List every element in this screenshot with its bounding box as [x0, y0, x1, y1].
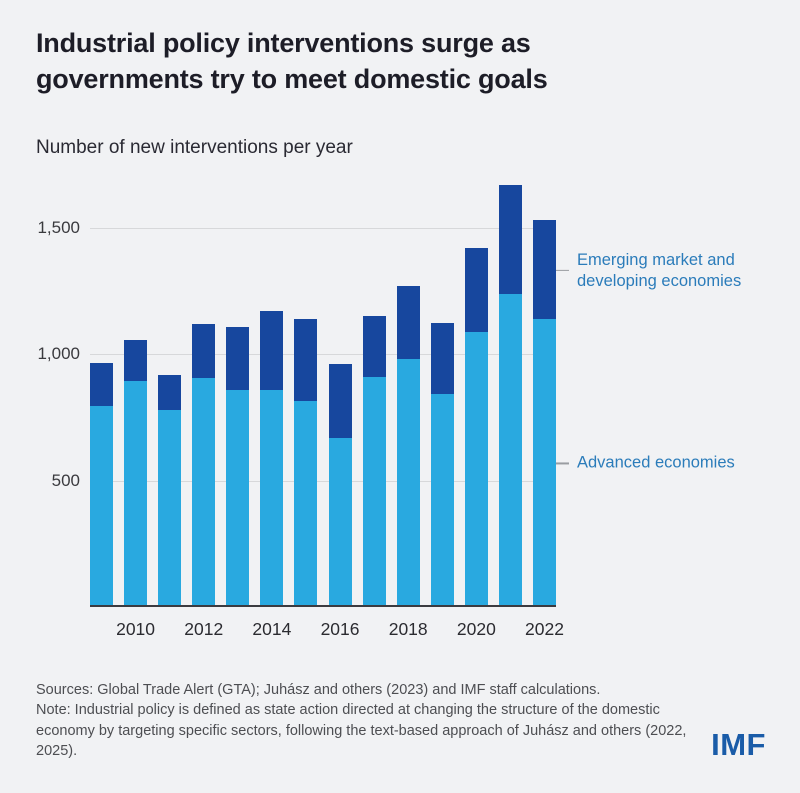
bar-2022: [533, 220, 556, 606]
bar-2017: [362, 316, 386, 606]
bar-segment-advanced-2014: [260, 389, 284, 606]
x-tick-label-2010: 2010: [116, 619, 156, 639]
bar-segment-advanced-2012: [192, 378, 216, 606]
x-tick-label-2022: 2022: [525, 619, 564, 639]
x-axis-line: [90, 605, 556, 607]
imf-logo: IMF: [711, 727, 766, 762]
bar-segment-emerging-2012: [192, 323, 216, 379]
gridline-1500: [90, 227, 556, 229]
advanced-connector-line: [554, 462, 569, 465]
bar-2014: [260, 311, 284, 606]
bar-segment-advanced-2015: [294, 401, 318, 606]
bar-segment-emerging-2019: [430, 322, 454, 394]
bar-segment-advanced-2018: [396, 359, 420, 606]
bar-segment-advanced-2022: [533, 318, 556, 606]
bar-2012: [192, 323, 216, 606]
bar-segment-advanced-2010: [124, 380, 148, 606]
bar-2015: [294, 318, 318, 606]
chart-title: Industrial policy interventions surge as…: [36, 28, 548, 94]
bar-segment-emerging-2017: [362, 316, 386, 378]
emerging-series-label: Emerging market and developing economies: [577, 250, 742, 290]
y-tick-label-500: 500: [51, 470, 80, 490]
bar-segment-emerging-2014: [260, 311, 284, 390]
bar-segment-advanced-2021: [498, 293, 522, 606]
bar-segment-emerging-2009: [90, 363, 113, 407]
emerging-connector-line: [554, 269, 569, 272]
bar-segment-emerging-2022: [533, 220, 556, 319]
bar-2011: [158, 374, 182, 606]
gridline-500: [90, 480, 556, 482]
chart-subtitle: Number of new interventions per year: [36, 137, 353, 158]
bar-2020: [464, 248, 488, 606]
gridline-1000: [90, 354, 556, 356]
bar-segment-emerging-2020: [464, 248, 488, 332]
bar-segment-emerging-2018: [396, 286, 420, 360]
annotation-emerging: Emerging market and developing economies: [554, 249, 769, 291]
bar-segment-emerging-2010: [124, 340, 148, 381]
advanced-series-label: Advanced economies: [577, 453, 735, 472]
note-text: Note: Industrial policy is defined as st…: [36, 702, 687, 759]
x-tick-label-2020: 2020: [456, 619, 496, 639]
bar-segment-advanced-2011: [158, 409, 182, 606]
bar-2021: [498, 184, 522, 606]
bar-segment-advanced-2013: [226, 389, 250, 606]
sources-text: Sources: Global Trade Alert (GTA); Juhás…: [36, 682, 601, 698]
bar-segment-advanced-2017: [362, 377, 386, 606]
annotation-advanced: Advanced economies: [554, 453, 735, 474]
y-tick-label-1500: 1,500: [37, 217, 80, 237]
chart: Emerging market and developing economies…: [36, 177, 776, 645]
footer: Sources: Global Trade Alert (GTA); Juhás…: [36, 680, 698, 761]
bar-segment-advanced-2019: [430, 393, 454, 606]
x-tick-label-2012: 2012: [184, 619, 224, 639]
bar-2018: [396, 286, 420, 606]
bar-segment-emerging-2016: [328, 364, 352, 438]
bar-2016: [328, 364, 352, 606]
bar-segment-emerging-2011: [158, 374, 182, 410]
bar-segment-advanced-2020: [464, 331, 488, 606]
y-tick-label-1000: 1,000: [37, 344, 80, 364]
bar-segment-advanced-2016: [328, 437, 352, 606]
bar-segment-emerging-2015: [294, 318, 318, 402]
bar-2009: [90, 363, 113, 606]
x-tick-label-2016: 2016: [320, 619, 360, 639]
x-tick-label-2018: 2018: [388, 619, 428, 639]
bar-segment-emerging-2021: [498, 184, 522, 294]
bar-segment-advanced-2009: [90, 406, 113, 606]
bar-2019: [430, 322, 454, 606]
bar-2010: [124, 340, 148, 606]
x-tick-label-2014: 2014: [252, 619, 292, 639]
bar-2013: [226, 326, 250, 606]
bar-segment-emerging-2013: [226, 326, 250, 390]
plot-area: [90, 177, 556, 607]
